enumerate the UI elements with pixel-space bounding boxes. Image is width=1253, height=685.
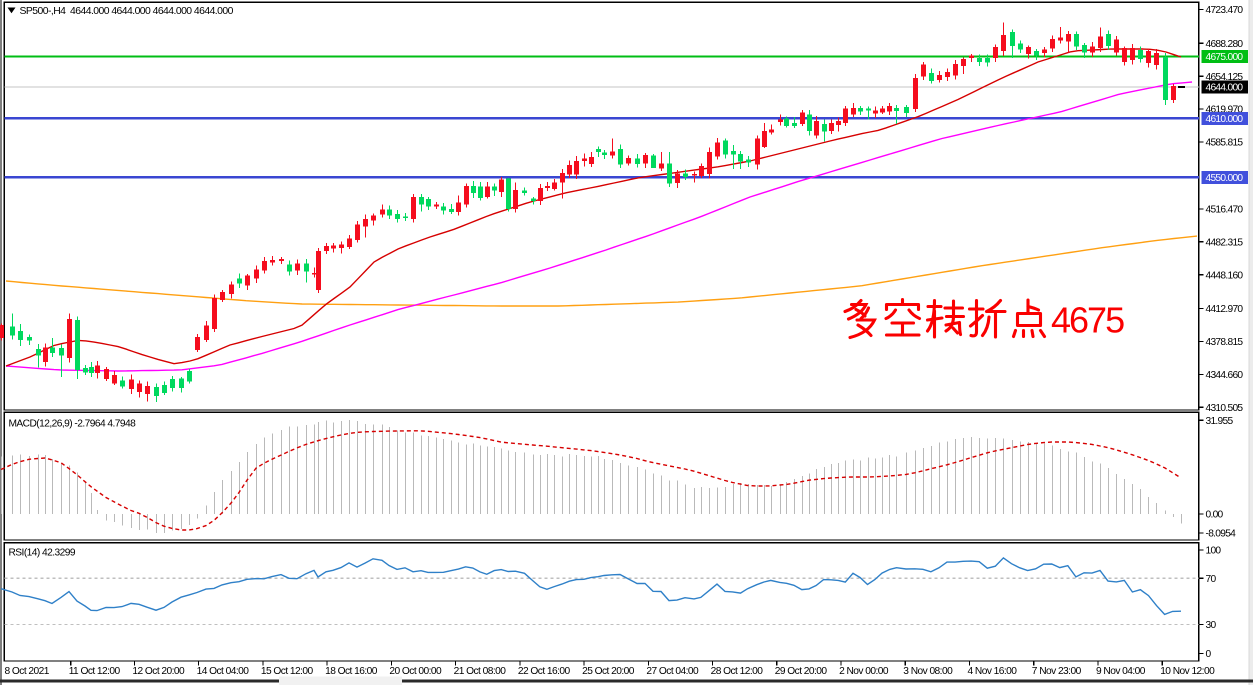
svg-text:4550.000: 4550.000 xyxy=(1206,173,1244,184)
svg-text:4619.970: 4619.970 xyxy=(1206,105,1244,116)
svg-text:4688.280: 4688.280 xyxy=(1206,39,1244,50)
svg-text:11 Oct 12:00: 11 Oct 12:00 xyxy=(69,666,121,677)
svg-text:2 Nov 00:00: 2 Nov 00:00 xyxy=(839,666,889,677)
svg-text:4723.470: 4723.470 xyxy=(1206,5,1244,16)
svg-text:4516.470: 4516.470 xyxy=(1206,205,1244,216)
svg-text:4344.660: 4344.660 xyxy=(1206,370,1244,381)
svg-text:14 Oct 04:00: 14 Oct 04:00 xyxy=(197,666,250,677)
svg-text:-8.0954: -8.0954 xyxy=(1206,529,1237,540)
svg-text:4 Nov 16:00: 4 Nov 16:00 xyxy=(968,666,1018,677)
svg-text:4310.505: 4310.505 xyxy=(1206,403,1244,414)
svg-text:15 Oct 12:00: 15 Oct 12:00 xyxy=(261,666,314,677)
svg-text:0.00: 0.00 xyxy=(1206,510,1224,521)
svg-text:29 Oct 20:00: 29 Oct 20:00 xyxy=(775,666,828,677)
svg-text:28 Oct 12:00: 28 Oct 12:00 xyxy=(711,666,764,677)
svg-text:MACD(12,26,9) -2.7964 4.7948: MACD(12,26,9) -2.7964 4.7948 xyxy=(9,419,137,430)
svg-text:4378.815: 4378.815 xyxy=(1206,337,1244,348)
svg-text:18 Oct 16:00: 18 Oct 16:00 xyxy=(325,666,378,677)
svg-text:4482.315: 4482.315 xyxy=(1206,237,1244,248)
svg-text:100: 100 xyxy=(1206,546,1222,557)
svg-text:4654.125: 4654.125 xyxy=(1206,72,1244,83)
svg-text:20 Oct 00:00: 20 Oct 00:00 xyxy=(389,666,442,677)
svg-text:21 Oct 08:00: 21 Oct 08:00 xyxy=(454,666,507,677)
svg-text:9 Nov 04:00: 9 Nov 04:00 xyxy=(1096,666,1146,677)
svg-text:4448.160: 4448.160 xyxy=(1206,270,1244,281)
svg-text:12 Oct 20:00: 12 Oct 20:00 xyxy=(132,666,185,677)
svg-text:4675: 4675 xyxy=(1051,300,1124,341)
svg-text:4585.815: 4585.815 xyxy=(1206,138,1244,149)
svg-text:8 Oct 2021: 8 Oct 2021 xyxy=(5,666,50,677)
svg-text:30: 30 xyxy=(1206,620,1217,631)
svg-text:25 Oct 20:00: 25 Oct 20:00 xyxy=(582,666,635,677)
svg-text:0: 0 xyxy=(1206,649,1212,660)
svg-text:31.955: 31.955 xyxy=(1206,416,1234,427)
svg-text:27 Oct 04:00: 27 Oct 04:00 xyxy=(646,666,699,677)
svg-text:SP500-,H4 4644.000 4644.000 4: SP500-,H4 4644.000 4644.000 4644.000 464… xyxy=(20,6,234,17)
svg-text:22 Oct 16:00: 22 Oct 16:00 xyxy=(518,666,571,677)
svg-text:RSI(14) 42.3299: RSI(14) 42.3299 xyxy=(9,548,76,559)
svg-text:7 Nov 23:00: 7 Nov 23:00 xyxy=(1032,666,1082,677)
svg-text:4644.000: 4644.000 xyxy=(1206,83,1244,94)
svg-text:4412.970: 4412.970 xyxy=(1206,304,1244,315)
svg-text:4675.000: 4675.000 xyxy=(1206,52,1244,63)
svg-text:4610.000: 4610.000 xyxy=(1206,114,1244,125)
svg-text:3 Nov 08:00: 3 Nov 08:00 xyxy=(903,666,953,677)
svg-text:10 Nov 12:00: 10 Nov 12:00 xyxy=(1160,666,1215,677)
svg-text:70: 70 xyxy=(1206,574,1217,585)
